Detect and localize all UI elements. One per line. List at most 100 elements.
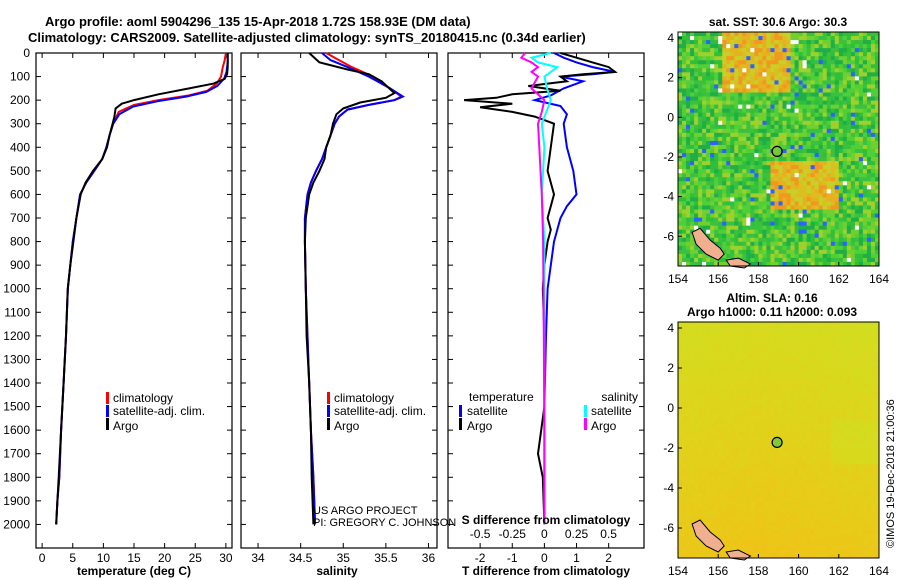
map-cell — [698, 100, 703, 106]
map-cell — [758, 257, 763, 263]
map-cell — [870, 448, 876, 453]
map-cell — [802, 76, 808, 81]
map-cell — [778, 161, 783, 166]
map-cell — [786, 233, 791, 239]
map-cell — [786, 108, 791, 114]
map-cell — [718, 213, 723, 218]
map-cell — [862, 40, 868, 45]
map-cell — [762, 64, 767, 69]
map-cell — [754, 120, 759, 126]
map-cell — [710, 165, 715, 170]
map-cell — [790, 362, 795, 368]
map-cell — [690, 68, 695, 73]
map-cell — [678, 395, 683, 400]
map-cell — [686, 88, 691, 93]
map-cell — [778, 140, 783, 146]
map-cell — [694, 153, 699, 158]
map-cell — [750, 132, 755, 138]
map-cell — [678, 253, 683, 259]
map-cell — [834, 161, 840, 166]
map-cell — [838, 197, 844, 202]
map-cell — [870, 391, 876, 396]
map-cell — [810, 338, 816, 343]
map-cell — [678, 221, 683, 227]
map-cell — [718, 460, 723, 465]
map-cell — [822, 411, 828, 416]
map-cell — [818, 100, 824, 106]
map-cell — [846, 128, 852, 134]
map-cell — [806, 56, 812, 61]
map-cell — [710, 387, 715, 392]
map-cell — [706, 261, 711, 267]
map-cell — [722, 395, 727, 400]
legend-argo-2: Argo — [334, 419, 360, 433]
map-cell — [818, 253, 824, 259]
map-cell — [826, 116, 832, 122]
map-cell — [770, 358, 775, 364]
map-cell — [850, 440, 856, 445]
map-cell — [734, 185, 739, 190]
map-cell — [822, 253, 828, 259]
map-cell — [766, 193, 771, 198]
map-cell — [834, 169, 840, 174]
map-cell — [810, 261, 816, 267]
map-cell — [854, 100, 860, 106]
map-cell — [738, 233, 743, 239]
map-cell — [846, 64, 852, 69]
x-tick-label: 10 — [97, 551, 111, 565]
map-cell — [750, 96, 755, 101]
map-cell — [726, 217, 731, 223]
map-cell — [682, 88, 687, 93]
map-cell — [802, 136, 808, 142]
map-cell — [694, 326, 699, 331]
map-cell — [718, 326, 723, 331]
map-cell — [866, 374, 872, 380]
map-cell — [730, 173, 735, 178]
map-cell — [754, 253, 759, 259]
map-cell — [738, 431, 743, 437]
map-cell — [738, 456, 743, 461]
map-cell — [790, 64, 795, 69]
map-cell — [762, 233, 767, 239]
map-cell — [862, 326, 868, 331]
map-cell — [766, 52, 771, 57]
map-cell — [734, 201, 739, 206]
map-cell — [754, 217, 759, 223]
map-cell — [838, 403, 844, 408]
map-cell — [806, 48, 812, 53]
map-cell — [798, 197, 804, 202]
map-cell — [866, 189, 872, 194]
map-cell — [842, 112, 848, 118]
map-cell — [790, 60, 795, 65]
map-cell — [682, 169, 687, 174]
map-cell — [770, 116, 775, 122]
map-cell — [826, 193, 832, 198]
map-cell — [822, 237, 828, 243]
map-cell — [858, 100, 864, 106]
map-cell — [818, 189, 824, 194]
map-cell — [726, 225, 731, 231]
map-cell — [834, 128, 840, 134]
map-cell — [814, 80, 820, 85]
salinity-legend: climatology satellite-adj. clim. Argo — [327, 391, 426, 433]
map-cell — [818, 435, 824, 441]
map-cell — [686, 157, 691, 162]
map-cell — [862, 334, 868, 339]
map-cell — [818, 334, 824, 339]
map-cell — [846, 241, 852, 247]
map-cell — [846, 104, 852, 110]
map-cell — [798, 193, 804, 198]
map-cell — [774, 415, 779, 421]
map-cell — [806, 257, 812, 263]
map-cell — [786, 354, 791, 360]
map-cell — [686, 440, 691, 445]
map-cell — [846, 342, 852, 347]
map-cell — [790, 209, 795, 214]
map-cell — [786, 124, 791, 130]
map-cell — [702, 374, 707, 380]
map-cell — [694, 427, 699, 433]
map-cell — [794, 84, 799, 89]
map-cell — [762, 201, 767, 206]
map-cell — [750, 193, 755, 198]
map-cell — [698, 374, 703, 380]
